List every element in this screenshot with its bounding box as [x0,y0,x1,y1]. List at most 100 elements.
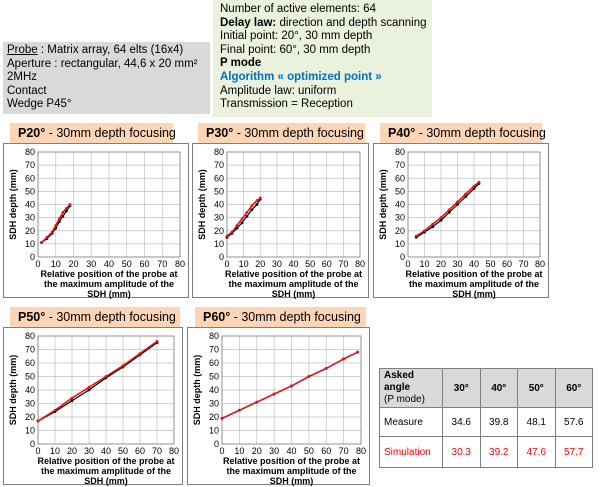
y-tick-label: 10 [25,426,35,436]
simulation-point [45,235,49,239]
x-tick-label: 20 [255,259,265,269]
chart-tab-p20: P20° - 30mm depth focusing [10,123,176,143]
tab-text: - 30mm depth focusing [230,310,361,324]
measure-point [240,221,244,225]
x-axis-title: Relative position of the probe at [37,456,174,466]
x-tick-label: 70 [339,446,349,456]
x-axis-title: Relative position of the probe at [40,269,177,279]
simulation-point [250,204,254,208]
simulation-point [255,400,259,404]
x-tick-label: 50 [122,259,132,269]
y-axis-title: SDH depth (mm) [8,169,18,240]
simulation-point [272,392,276,396]
y-tick-label: 50 [25,186,35,196]
x-tick-label: 80 [175,259,185,269]
simulation-point [104,375,108,378]
probe-wedge: Wedge P45° [7,98,72,111]
simulation-point [255,199,259,202]
y-tick-label: 70 [25,345,35,355]
parameters-box: Number of active elements: 64 Delay law:… [213,0,432,117]
simulation-point [414,234,418,238]
x-tick-label: 70 [338,259,348,269]
y-tick-label: 80 [25,331,35,341]
header-line: Asked [384,370,415,381]
probe-label: Probe [7,44,38,56]
y-tick-label: 30 [214,213,224,223]
x-tick-label: 0 [35,259,40,269]
table-row-measure: Measure 34.6 39.8 48.1 57.6 [379,407,593,437]
x-tick-label: 60 [322,259,332,269]
y-tick-label: 40 [25,385,35,395]
y-tick-label: 20 [214,226,224,236]
measure-series-line [37,342,158,422]
measure-point [456,203,459,206]
simulation-point [57,217,61,221]
simulation-point [456,200,459,204]
y-tick-label: 70 [209,345,219,355]
measure-point [250,208,254,212]
chart-panel-p50: 0 10 20 30 40 50 60 70 80 0 10 20 30 40 50 60 70 80 SDH de… [3,327,183,486]
delay-law-value: direction and depth scanning [276,16,427,29]
y-tick-label: 0 [400,252,405,262]
x-axis-title: the maximum amplitude of the [44,279,174,289]
x-tick-label: 20 [68,259,78,269]
x-tick-label: 80 [355,259,365,269]
y-tick-label: 20 [25,412,35,422]
table-cell: 57.6 [554,407,593,437]
y-tick-label: 30 [395,213,405,223]
simulation-point [431,222,435,226]
x-tick-label: 30 [84,446,94,456]
chart-panel-p60: 0 10 20 30 40 50 60 70 80 0 10 20 30 40 50 60 70 80 SDH de… [187,327,370,486]
measure-point [439,218,443,222]
y-tick-label: 30 [25,399,35,409]
y-tick-label: 70 [25,160,35,170]
x-tick-label: 80 [169,446,179,456]
x-tick-label: 80 [356,446,366,456]
y-tick-label: 10 [25,239,35,249]
x-axis-title: SDH (mm) [452,289,496,299]
measure-point [61,214,65,218]
y-axis-title: SDH depth (mm) [378,169,388,240]
simulation-point [472,184,476,188]
simulation-point [439,216,443,220]
x-tick-label: 10 [50,446,60,456]
tab-angle: P30° [206,126,234,140]
y-tick-label: 80 [25,147,35,157]
x-tick-label: 30 [86,259,96,269]
amplitude-law: Amplitude law: uniform [220,84,337,97]
plot-area [407,151,541,258]
tab-angle: P50° [18,310,46,324]
plot-area [37,335,175,445]
x-tick-label: 20 [67,446,77,456]
y-tick-label: 20 [395,226,405,236]
simulation-point [447,208,451,212]
x-tick-label: 20 [436,259,446,269]
y-tick-label: 60 [395,173,405,183]
angle-header: 40° [479,368,518,408]
x-axis-title: the maximum amplitude of the [226,466,356,476]
x-axis-title: the maximum amplitude of the [41,466,171,476]
probe-contact: Contact [7,84,47,97]
y-tick-label: 70 [214,160,224,170]
simulation-point [307,375,311,378]
transmission: Transmission = Reception [220,98,353,111]
tab-angle: P40° [388,126,416,140]
y-tick-label: 30 [25,213,35,223]
tab-text: - 30mm depth focusing [45,310,176,324]
y-tick-label: 60 [209,358,219,368]
x-tick-label: 60 [502,259,512,269]
measure-point [472,187,476,191]
table-cell: 39.2 [479,436,518,468]
x-tick-label: 10 [234,446,244,456]
simulation-point [258,196,262,200]
x-tick-label: 30 [452,259,462,269]
x-tick-label: 0 [405,259,410,269]
x-tick-label: 60 [139,259,149,269]
chart-tab-p50: P50° - 30mm depth focusing [10,307,180,327]
results-table: Asked angle (P mode) 30° 40° 50° 60° Mea… [379,368,593,468]
x-tick-label: 50 [485,259,495,269]
plot-area [37,151,181,258]
x-axis-title: Relative position of the probe at [225,269,362,279]
